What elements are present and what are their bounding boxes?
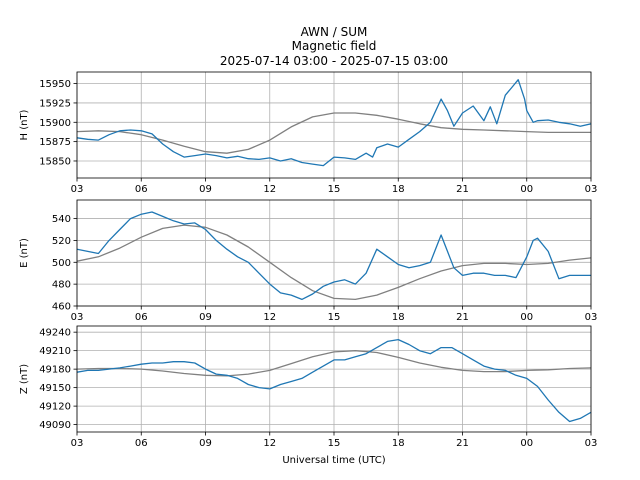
e-x-tick-label-1: 06 xyxy=(135,312,148,323)
z-y-tick-label-1: 49120 xyxy=(39,402,71,413)
title-line-station: AWN / SUM xyxy=(301,25,368,39)
h-x-tick-label-4: 15 xyxy=(328,184,341,195)
title-line-quantity: Magnetic field xyxy=(292,39,377,53)
z-x-tick-label-0: 03 xyxy=(71,438,84,449)
title-line-time-range: 2025-07-14 03:00 - 2025-07-15 03:00 xyxy=(220,54,448,68)
z-x-tick-label-1: 06 xyxy=(135,438,148,449)
z-x-tick-label-5: 18 xyxy=(392,438,405,449)
h-x-tick-label-7: 00 xyxy=(520,184,533,195)
e-y-tick-label-0: 460 xyxy=(52,302,71,313)
e-x-tick-label-0: 03 xyxy=(71,312,84,323)
e-x-tick-label-2: 09 xyxy=(199,312,212,323)
e-x-tick-label-5: 18 xyxy=(392,312,405,323)
h-model-series-line xyxy=(77,112,591,154)
h-y-axis-label: H (nT) xyxy=(19,109,30,140)
z-x-tick-label-6: 21 xyxy=(456,438,469,449)
z-y-tick-label-4: 49210 xyxy=(39,346,71,357)
e-model-series-line xyxy=(77,224,591,301)
x-axis-label: Universal time (UTC) xyxy=(282,455,385,466)
h-y-tick-label-1: 15875 xyxy=(39,137,71,148)
z-x-tick-label-4: 15 xyxy=(328,438,341,449)
h-x-tick-label-8: 03 xyxy=(585,184,598,195)
h-observed-series-line xyxy=(77,79,591,167)
h-x-tick-label-3: 12 xyxy=(263,184,276,195)
z-model-series-line xyxy=(77,350,591,377)
z-y-tick-label-3: 49180 xyxy=(39,365,71,376)
e-x-tick-label-4: 15 xyxy=(328,312,341,323)
z-y-axis-label: Z (nT) xyxy=(19,364,30,394)
e-y-tick-label-3: 520 xyxy=(52,236,71,247)
z-x-tick-label-2: 09 xyxy=(199,438,212,449)
h-y-tick-label-0: 15850 xyxy=(39,156,71,167)
z-y-tick-label-0: 49090 xyxy=(39,420,71,431)
h-x-tick-label-6: 21 xyxy=(456,184,469,195)
z-x-tick-label-3: 12 xyxy=(263,438,276,449)
e-y-axis-label: E (nT) xyxy=(19,238,30,268)
h-x-tick-label-2: 09 xyxy=(199,184,212,195)
panel-h: 03 06 09 12 15 18 21 00 03 15850 15875 15900 15925 15… xyxy=(19,71,598,195)
z-x-tick-label-7: 00 xyxy=(520,438,533,449)
panel-z: 03 06 09 12 15 18 21 00 034909049120491504918049… xyxy=(19,325,598,449)
h-y-tick-label-2: 15900 xyxy=(39,118,71,129)
e-x-tick-label-8: 03 xyxy=(585,312,598,323)
z-x-tick-label-8: 03 xyxy=(585,438,598,449)
e-y-tick-label-2: 500 xyxy=(52,258,71,269)
e-y-tick-label-1: 480 xyxy=(52,280,71,291)
h-x-tick-label-1: 06 xyxy=(135,184,148,195)
e-observed-series-line xyxy=(77,211,591,301)
h-x-tick-label-0: 03 xyxy=(71,184,84,195)
e-x-tick-label-3: 12 xyxy=(263,312,276,323)
h-y-tick-label-3: 15925 xyxy=(39,98,71,109)
h-x-tick-label-5: 18 xyxy=(392,184,405,195)
e-x-tick-label-6: 21 xyxy=(456,312,469,323)
z-observed-series-line xyxy=(77,338,591,423)
z-y-tick-label-5: 49240 xyxy=(39,328,71,339)
h-y-tick-label-4: 15950 xyxy=(39,79,71,90)
e-y-tick-label-4: 540 xyxy=(52,214,71,225)
z-y-tick-label-2: 49150 xyxy=(39,383,71,394)
e-x-tick-label-7: 00 xyxy=(520,312,533,323)
